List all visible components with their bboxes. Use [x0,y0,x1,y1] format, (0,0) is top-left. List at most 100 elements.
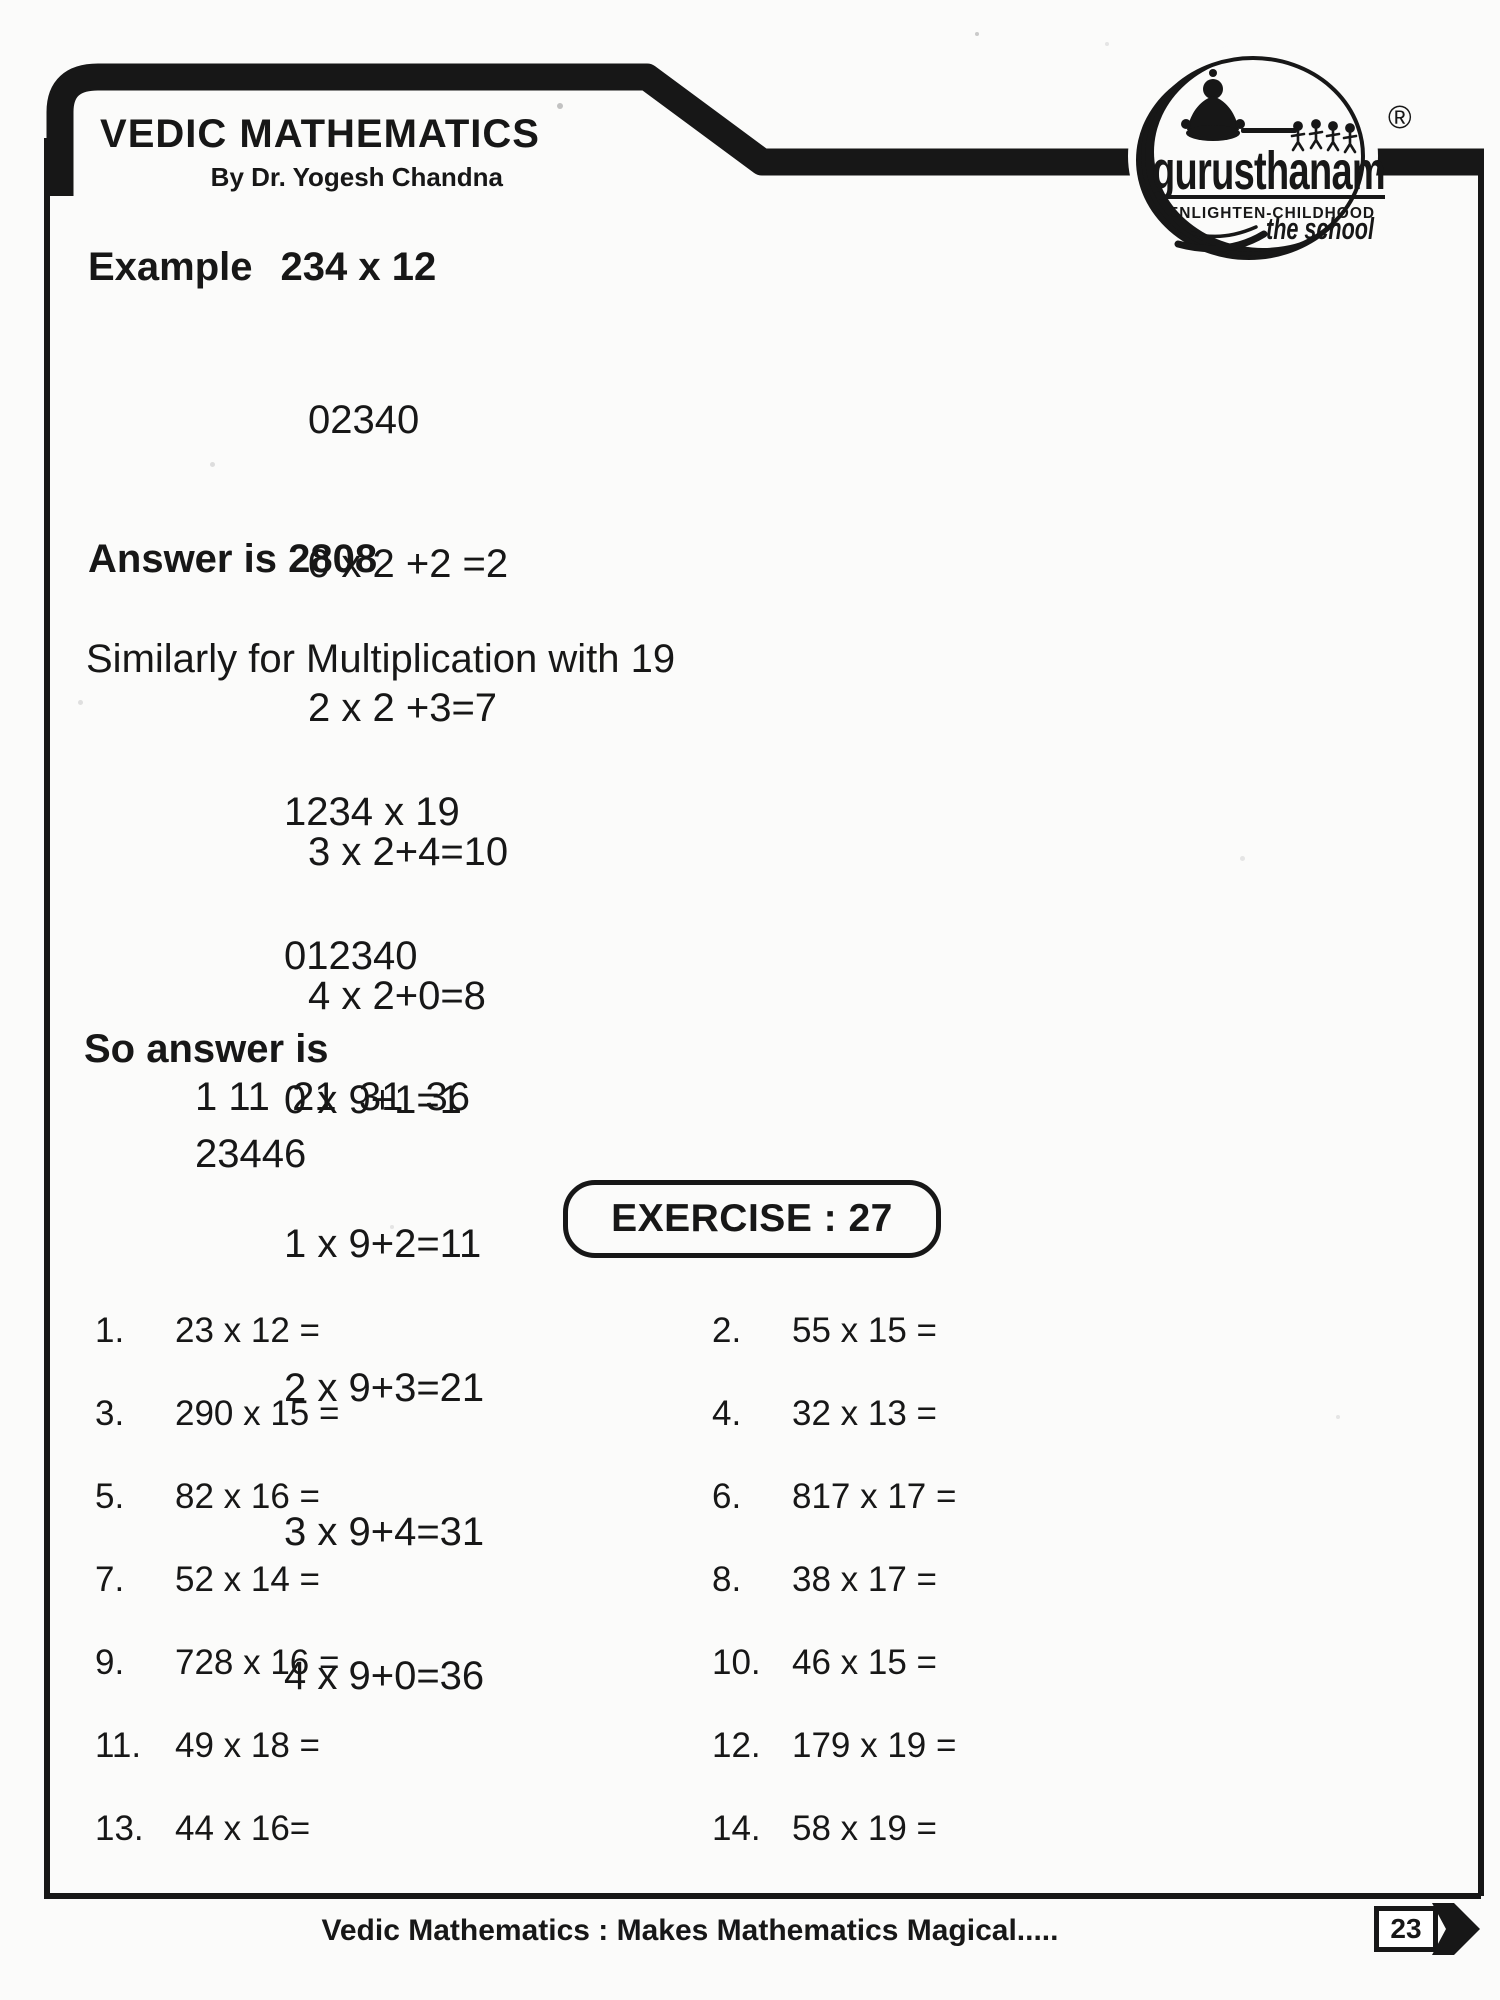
scan-speckle [390,1225,394,1229]
problem-number: 13. [95,1809,144,1848]
page-number: 23 [1390,1913,1422,1944]
worked-step: 4 x 2+0=8 [308,974,486,1018]
exercise-column-right: 2. 55 x 15 = 4. 32 x 13 = 6. 817 x 17 = 8. 3… [712,1311,956,1892]
problem-row: 6. 817 x 17 = [712,1477,956,1560]
problem-expression: 55 x 15 = [792,1311,937,1350]
logo-crescent-inner [1154,56,1372,248]
footer-tagline: Vedic Mathematics : Makes Mathematics Ma… [321,1914,1059,1947]
page-author: By Dr. Yogesh Chandna [210,162,503,192]
problem-row: 12. 179 x 19 = [712,1726,956,1809]
scan-speckle [78,700,83,705]
problem-number: 14. [712,1809,761,1848]
similar-steps: 1234 x 19 012340 0 x 9+1=1 1 x 9+2=11 2 … [284,692,484,1796]
worked-step: 1234 x 19 [284,790,460,834]
gurusthanam-logo: gurusthanam ENLIGHTEN-CHILDHOOD the scho… [1128,44,1412,268]
problem-expression: 49 x 18 = [175,1726,320,1765]
problem-expression: 38 x 17 = [792,1560,937,1599]
example-heading: Example 234 x 12 [88,245,436,290]
example-answer: Answer is 2808 [88,537,378,581]
scan-speckle [557,103,563,109]
example-problem: 234 x 12 [280,245,437,289]
scan-speckle [1105,42,1109,46]
problem-expression: 32 x 13 = [792,1394,937,1433]
problem-expression: 82 x 16 = [175,1477,320,1516]
logo-crescent [1136,60,1362,260]
scan-speckle [210,462,215,467]
problem-expression: 728 x 16 = [175,1643,340,1682]
logo-ligature-bar [1241,128,1297,133]
problem-expression: 46 x 15 = [792,1643,937,1682]
page-number-badge: 23 [1374,1906,1438,1952]
problem-number: 5. [95,1477,125,1516]
problem-row: 3. 290 x 15 = [95,1394,339,1477]
problem-number: 12. [712,1726,761,1765]
worked-step: 012340 [284,934,418,978]
worked-step: 02340 [308,398,420,442]
logo-school-script: the school [1266,211,1375,246]
problem-expression: 290 x 15 = [175,1394,340,1433]
scan-speckle [1240,856,1245,861]
logo-hand-swoosh [1174,230,1268,253]
logo-brand-text: gurusthanam [1152,141,1385,201]
meditating-figure-icon [1181,69,1245,141]
problem-row: 11. 49 x 18 = [95,1726,339,1809]
problem-number: 8. [712,1560,742,1599]
scan-speckle [975,32,979,36]
problem-row: 10. 46 x 15 = [712,1643,956,1726]
title-block: VEDIC MATHEMATICS By Dr. Yogesh Chandna [95,112,545,193]
final-answer: 23446 [195,1132,307,1176]
problem-row: 7. 52 x 14 = [95,1560,339,1643]
example-label: Example [88,245,253,289]
exercise-column-left: 1. 23 x 12 = 3. 290 x 15 = 5. 82 x 16 = 7. 5… [95,1311,339,1892]
problem-row: 4. 32 x 13 = [712,1394,956,1477]
exercise-title: EXERCISE : 27 [611,1197,893,1240]
problem-row: 5. 82 x 16 = [95,1477,339,1560]
problem-number: 3. [95,1394,125,1433]
worked-step: 3 x 9+4=31 [284,1510,485,1554]
worked-step: 1 x 9+2=11 [284,1222,482,1266]
children-figures-icon [1290,119,1358,154]
worked-step: 0 x 9+1=1 [284,1078,462,1122]
page-arrow-icon [1432,1903,1480,1955]
problem-expression: 44 x 16= [175,1809,311,1848]
worked-step: 2 x 2 +3=7 [308,686,498,730]
logo-tagline: ENLIGHTEN-CHILDHOOD [1168,205,1375,222]
exercise-title-box: EXERCISE : 27 [563,1180,941,1258]
worked-step: 3 x 2+4=10 [308,830,509,874]
logo-ring [1141,56,1365,256]
problem-expression: 817 x 17 = [792,1477,957,1516]
scan-speckle [1336,1415,1340,1419]
problem-number: 11. [95,1726,142,1765]
similar-intro: Similarly for Multiplication with 19 [86,637,676,681]
problem-row: 2. 55 x 15 = [712,1311,956,1394]
problem-number: 6. [712,1477,742,1516]
problem-row: 9. 728 x 16 = [95,1643,339,1726]
problem-expression: 58 x 19 = [792,1809,937,1848]
problem-number: 4. [712,1394,742,1433]
logo-underline [1157,195,1385,199]
logo-backdrop [1128,44,1378,268]
so-answer-label: So answer is [84,1027,329,1071]
page-title: VEDIC MATHEMATICS [100,112,540,156]
problem-row: 14. 58 x 19 = [712,1809,956,1892]
example-steps: 02340 0 x 2 +2 =2 2 x 2 +3=7 3 x 2+4=10 … [308,300,508,1116]
problem-row: 1. 23 x 12 = [95,1311,339,1394]
registered-mark: ® [1388,99,1412,135]
problem-number: 9. [95,1643,125,1682]
logo-hand-swoosh-line [1190,225,1258,239]
partial-results: 1 11 21 31 36 [195,1075,471,1119]
problem-number: 7. [95,1560,125,1599]
scan-speckle [845,1580,849,1584]
problem-expression: 179 x 19 = [792,1726,957,1765]
problem-expression: 52 x 14 = [175,1560,320,1599]
problem-expression: 23 x 12 = [175,1311,320,1350]
problem-number: 2. [712,1311,742,1350]
problem-row: 8. 38 x 17 = [712,1560,956,1643]
worked-step: 0 x 2 +2 =2 [308,542,509,586]
problem-row: 13. 44 x 16= [95,1809,339,1892]
problem-number: 10. [712,1643,761,1682]
problem-number: 1. [95,1311,125,1350]
worked-step: 4 x 9+0=36 [284,1654,485,1698]
worked-step: 2 x 9+3=21 [284,1366,485,1410]
